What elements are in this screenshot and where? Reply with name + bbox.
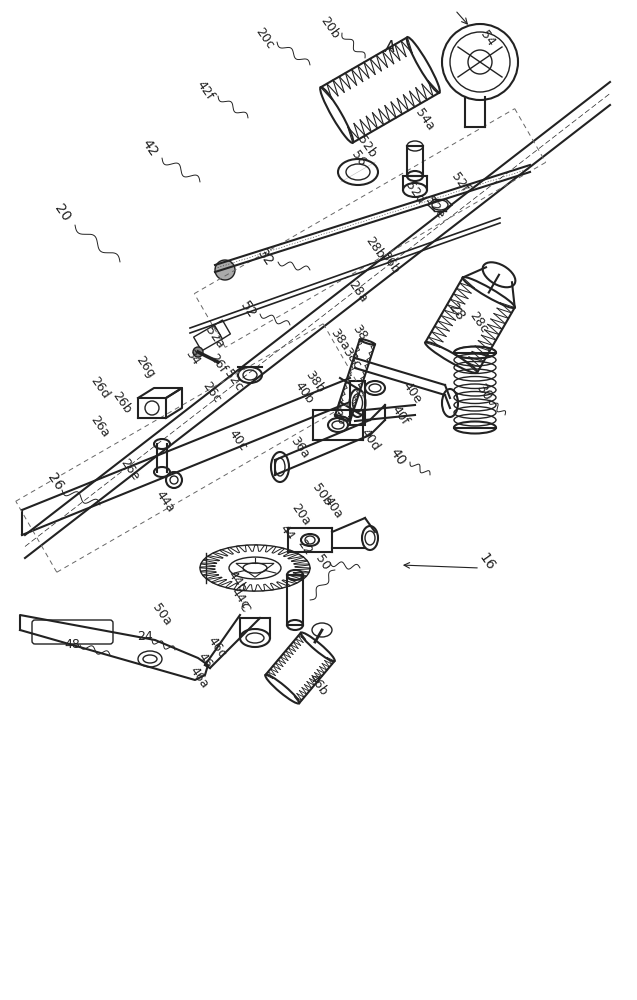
- Text: 20b: 20b: [318, 15, 342, 41]
- Text: 36b: 36b: [378, 250, 402, 276]
- Text: 44: 44: [277, 522, 297, 542]
- Text: 20: 20: [51, 202, 73, 224]
- Text: 26e: 26e: [118, 457, 142, 483]
- Ellipse shape: [215, 260, 235, 280]
- Text: 52: 52: [237, 299, 259, 321]
- Text: 40b: 40b: [292, 380, 316, 406]
- Text: 26d: 26d: [88, 375, 112, 401]
- Text: 22: 22: [295, 537, 315, 557]
- Ellipse shape: [335, 415, 350, 421]
- Text: 46a: 46a: [187, 665, 211, 691]
- Text: 54: 54: [477, 28, 497, 48]
- Text: 38: 38: [349, 322, 369, 342]
- Text: 52a: 52a: [203, 325, 227, 351]
- Text: 38b: 38b: [303, 369, 327, 395]
- Text: 52f: 52f: [449, 170, 471, 194]
- Text: 50: 50: [312, 553, 332, 573]
- Ellipse shape: [265, 675, 299, 704]
- Text: 26c: 26c: [200, 379, 224, 405]
- Text: 52e: 52e: [423, 195, 447, 221]
- Text: 50a: 50a: [150, 602, 174, 628]
- Text: 44c: 44c: [228, 585, 252, 611]
- Text: 40e: 40e: [400, 380, 424, 406]
- Text: 54a: 54a: [413, 107, 437, 133]
- Text: 40c: 40c: [226, 427, 250, 453]
- Text: 40: 40: [387, 446, 409, 468]
- Text: 30: 30: [473, 382, 495, 404]
- Text: 42f: 42f: [194, 78, 216, 102]
- Text: 46c: 46c: [205, 634, 229, 660]
- Text: 44b: 44b: [225, 569, 249, 595]
- Text: 48: 48: [64, 639, 80, 652]
- Text: 46: 46: [195, 650, 215, 670]
- Text: 34: 34: [182, 347, 202, 367]
- Text: 26b: 26b: [110, 390, 134, 416]
- Text: 40d: 40d: [358, 426, 382, 454]
- Text: A: A: [385, 40, 395, 55]
- Text: 42: 42: [140, 137, 161, 159]
- Text: 28a: 28a: [346, 279, 370, 305]
- Text: 50b: 50b: [310, 481, 334, 509]
- Text: 40f: 40f: [389, 403, 411, 427]
- Text: 36: 36: [328, 407, 348, 427]
- Text: 28: 28: [445, 301, 467, 323]
- Text: 56: 56: [348, 148, 368, 168]
- Text: 52b: 52b: [355, 134, 379, 160]
- Text: 36a: 36a: [288, 435, 312, 461]
- Text: 38c: 38c: [340, 345, 364, 371]
- Text: 20a: 20a: [289, 502, 313, 528]
- Text: 44a: 44a: [153, 489, 177, 515]
- Text: 52d: 52d: [403, 179, 427, 207]
- Text: 26: 26: [44, 471, 66, 493]
- Ellipse shape: [193, 347, 203, 357]
- Text: 16: 16: [476, 551, 498, 573]
- Text: 26f: 26f: [207, 351, 229, 375]
- Text: C: C: [236, 601, 252, 615]
- Text: 28b: 28b: [363, 235, 387, 261]
- Text: 26g: 26g: [133, 354, 157, 380]
- Text: 28c: 28c: [467, 309, 491, 335]
- Text: 40a: 40a: [321, 495, 345, 521]
- Text: 52c: 52c: [221, 367, 245, 393]
- Text: 26a: 26a: [88, 414, 112, 440]
- Text: 32: 32: [254, 247, 276, 269]
- Text: 20c: 20c: [253, 25, 277, 51]
- Text: 24: 24: [137, 631, 153, 644]
- Text: 46b: 46b: [306, 672, 330, 698]
- Text: 38a: 38a: [328, 327, 352, 353]
